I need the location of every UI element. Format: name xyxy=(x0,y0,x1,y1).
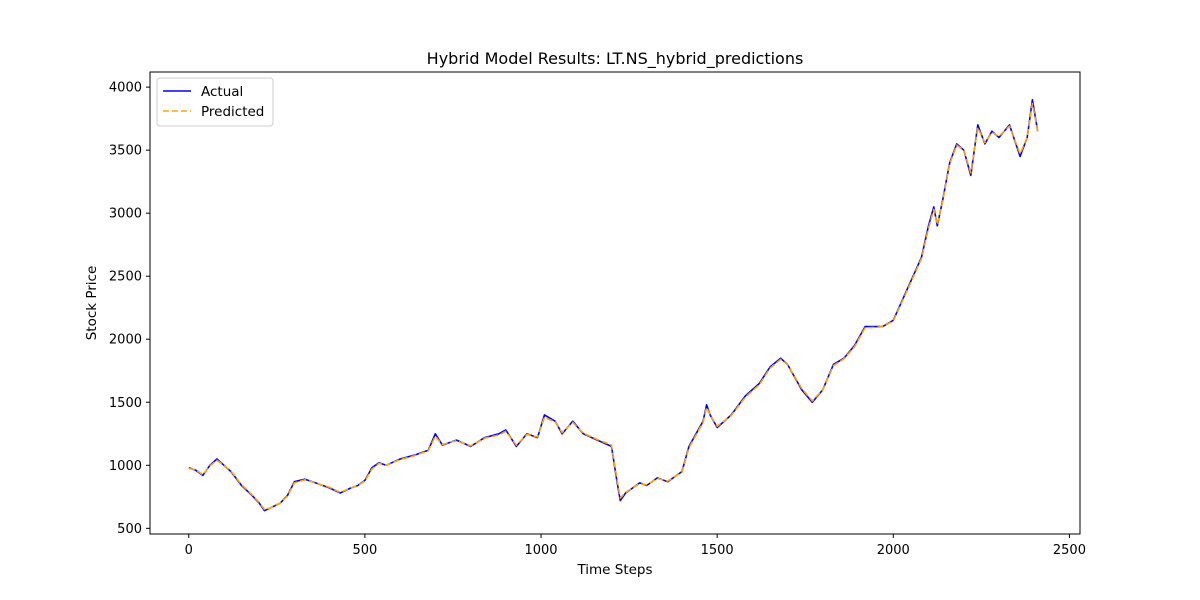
y-tick-label: 500 xyxy=(117,522,142,537)
legend-label-predicted: Predicted xyxy=(201,104,264,120)
plot-area-frame xyxy=(149,71,1081,535)
x-tick-label: 0 xyxy=(185,543,193,558)
x-tick-label: 2500 xyxy=(1053,543,1086,558)
chart-title: Hybrid Model Results: LT.NS_hybrid_predi… xyxy=(427,49,804,69)
x-axis-label: Time Steps xyxy=(576,562,652,578)
y-axis-label: Stock Price xyxy=(84,266,100,341)
y-tick-label: 3000 xyxy=(109,207,142,222)
y-tick-label: 3500 xyxy=(109,144,142,159)
y-tick-label: 1000 xyxy=(109,459,142,474)
legend-label-actual: Actual xyxy=(201,84,243,100)
x-tick-label: 2000 xyxy=(877,543,910,558)
y-axis-ticks: 500 1000 1500 2000 2500 3000 3500 4000 xyxy=(109,81,150,537)
x-axis-ticks: 0 500 1000 1500 2000 2500 xyxy=(185,534,1086,558)
y-tick-label: 4000 xyxy=(109,81,142,96)
legend-box xyxy=(156,77,274,127)
x-tick-label: 1000 xyxy=(524,543,557,558)
x-tick-label: 500 xyxy=(352,543,377,558)
series-layer xyxy=(188,98,1039,512)
y-tick-label: 2500 xyxy=(109,270,142,285)
y-tick-label: 1500 xyxy=(109,396,142,411)
series-line-predicted xyxy=(188,102,1039,511)
legend: Actual Predicted xyxy=(156,77,274,127)
y-tick-label: 2000 xyxy=(109,333,142,348)
x-tick-label: 1500 xyxy=(701,543,734,558)
